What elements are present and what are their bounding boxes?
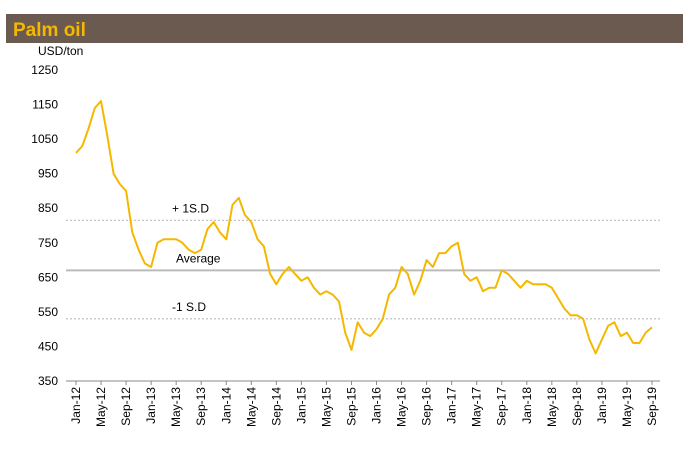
y-tick-label: 1250 bbox=[31, 63, 58, 77]
chart-title: Palm oil bbox=[13, 20, 86, 41]
x-tick-label: May-19 bbox=[620, 387, 634, 427]
reference-label: + 1S.D bbox=[172, 201, 209, 215]
x-tick-label: Jan-19 bbox=[595, 387, 609, 424]
x-tick-label: Jan-13 bbox=[144, 387, 158, 424]
y-tick-label: 950 bbox=[38, 167, 58, 181]
x-tick-label: Sep-14 bbox=[269, 387, 283, 426]
y-axis-label: USD/ton bbox=[38, 44, 83, 58]
x-tick-label: Sep-13 bbox=[194, 387, 208, 426]
x-tick-label: May-16 bbox=[395, 387, 409, 427]
x-tick-label: Jan-12 bbox=[69, 387, 83, 424]
x-tick-label: May-14 bbox=[244, 387, 258, 427]
x-tick-label: Jan-17 bbox=[445, 387, 459, 424]
x-tick-label: Sep-16 bbox=[420, 387, 434, 426]
x-tick-label: Sep-19 bbox=[645, 387, 659, 426]
price-line bbox=[75, 100, 653, 355]
y-tick-label: 750 bbox=[38, 236, 58, 250]
y-tick-label: 1050 bbox=[31, 132, 58, 146]
y-tick-label: 650 bbox=[38, 270, 58, 284]
x-tick-label: Jan-16 bbox=[370, 387, 384, 424]
x-tick-label: May-13 bbox=[169, 387, 183, 427]
x-tick-label: May-18 bbox=[545, 387, 559, 427]
y-tick-label: 450 bbox=[38, 339, 58, 353]
title-bar bbox=[6, 14, 683, 43]
y-tick-label: 350 bbox=[38, 374, 58, 388]
x-tick-label: Sep-12 bbox=[119, 387, 133, 426]
x-tick-label: May-12 bbox=[94, 387, 108, 427]
y-tick-label: 850 bbox=[38, 201, 58, 215]
x-tick-label: Sep-18 bbox=[570, 387, 584, 426]
y-tick-label: 550 bbox=[38, 305, 58, 319]
x-tick-label: Jan-14 bbox=[219, 387, 233, 424]
reference-label: Average bbox=[176, 251, 221, 265]
x-tick-label: May-17 bbox=[470, 387, 484, 427]
x-tick-label: Jan-18 bbox=[520, 387, 534, 424]
y-tick-label: 1150 bbox=[32, 98, 58, 112]
x-tick-label: Sep-15 bbox=[344, 387, 358, 426]
x-tick-label: Jan-15 bbox=[294, 387, 308, 424]
x-tick-label: May-15 bbox=[319, 387, 333, 427]
x-tick-label: Sep-17 bbox=[495, 387, 509, 426]
reference-label: -1 S.D bbox=[172, 300, 206, 314]
